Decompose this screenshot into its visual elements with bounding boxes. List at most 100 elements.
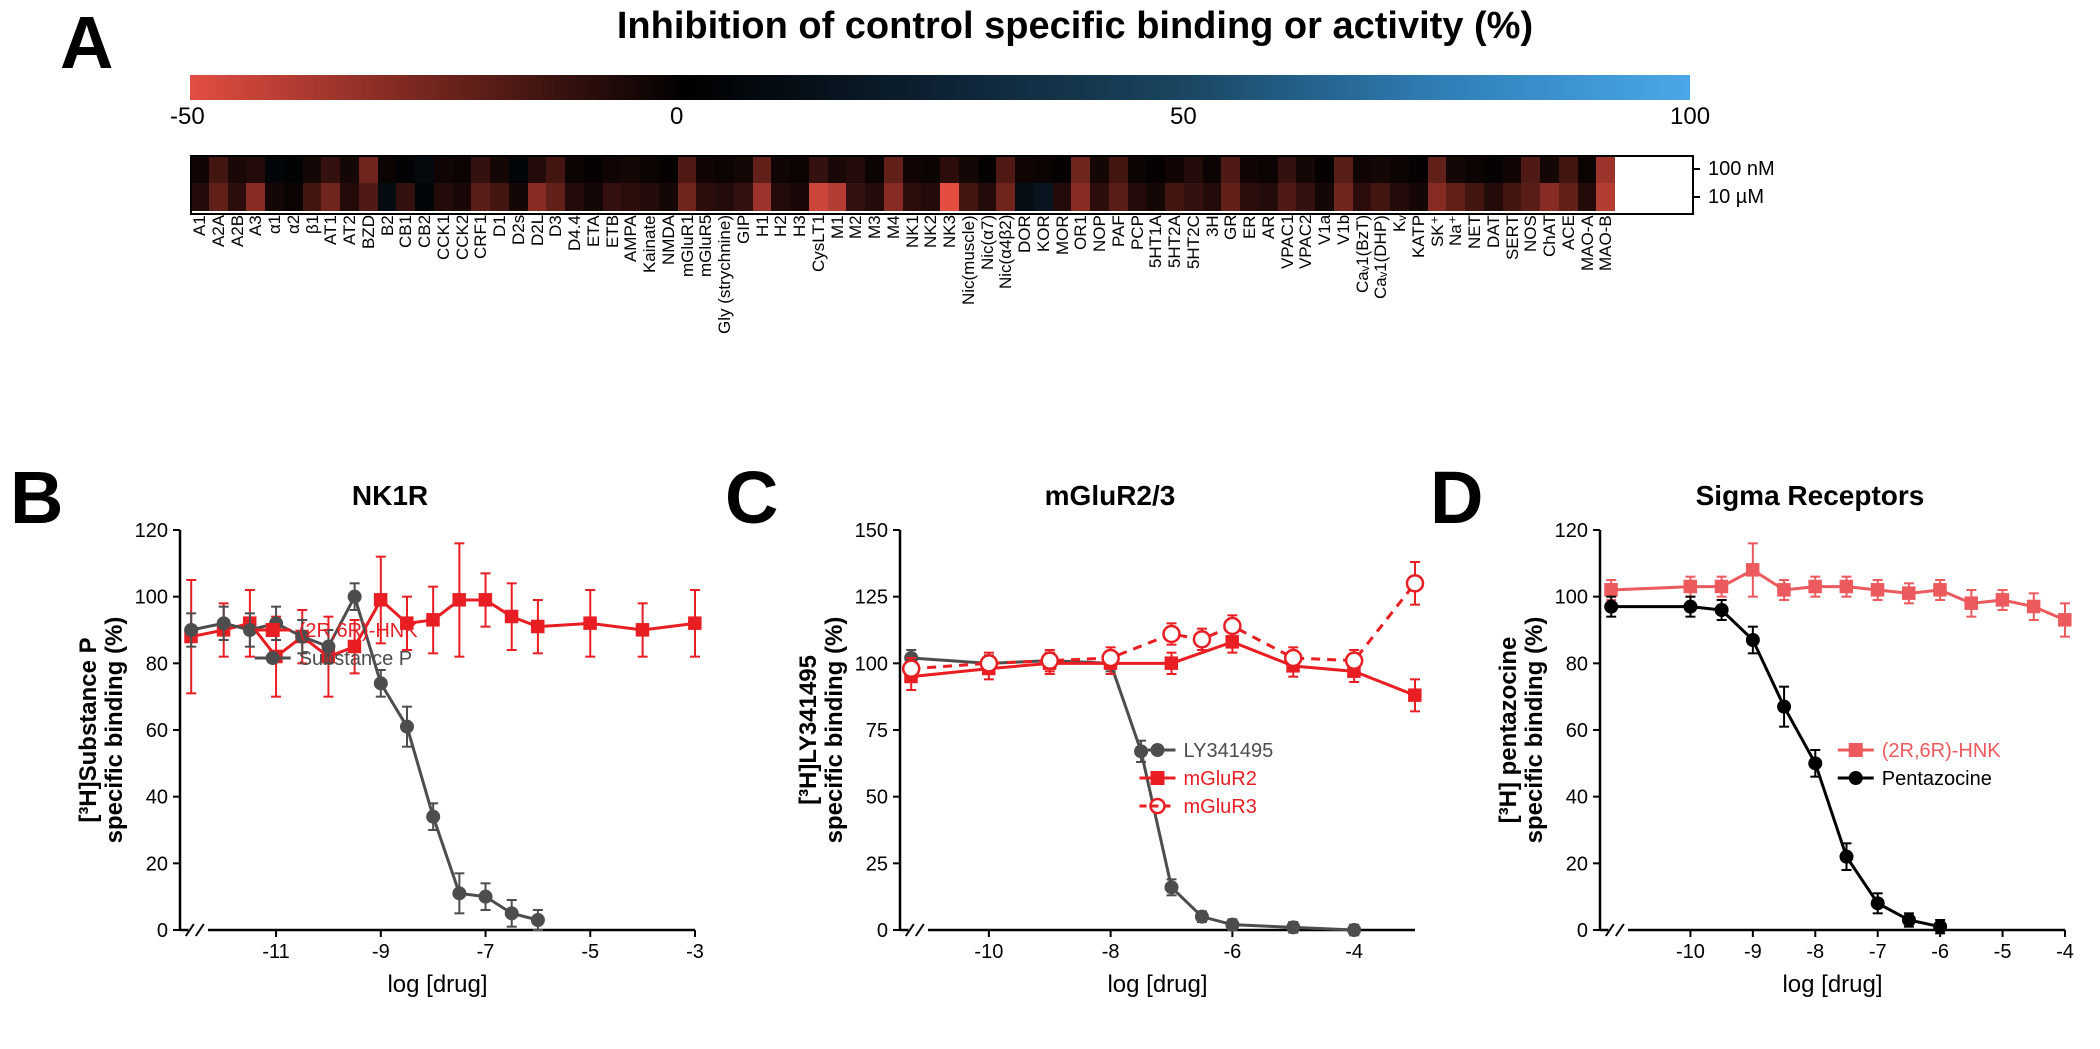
- heatmap-cell: [321, 155, 340, 183]
- heatmap-cell: [415, 183, 434, 211]
- svg-text:120: 120: [1555, 520, 1588, 542]
- heatmap-col-label: CRF1: [471, 215, 490, 338]
- svg-text:60: 60: [146, 720, 168, 742]
- heatmap-cell: [1015, 183, 1034, 211]
- svg-text:120: 120: [135, 520, 168, 542]
- heatmap-col-label: DAT: [1484, 215, 1503, 338]
- heatmap-cell: [921, 155, 940, 183]
- heatmap-col-label: M3: [865, 215, 884, 338]
- heatmap-col-label: 5HT2C: [1184, 215, 1203, 338]
- heatmap-cell: [528, 183, 547, 211]
- heatmap-grid: [190, 155, 1615, 211]
- heatmap-ylabels: 100 nM 10 µM: [1700, 155, 1775, 211]
- heatmap-cell: [865, 155, 884, 183]
- heatmap-cell: [978, 155, 997, 183]
- heatmap-cell: [1165, 155, 1184, 183]
- heatmap-cell: [1503, 183, 1522, 211]
- heatmap-cell: [696, 155, 715, 183]
- heatmap-col-label: PCP: [1128, 215, 1147, 338]
- heatmap-cell: [228, 183, 247, 211]
- heatmap-col-label: Kᵥ: [1390, 215, 1409, 338]
- heatmap-cell: [359, 183, 378, 211]
- heatmap-cell: [1146, 155, 1165, 183]
- heatmap-cell: [1203, 155, 1222, 183]
- heatmap-col-label: SERT: [1503, 215, 1522, 338]
- heatmap-col-label: VPAC1: [1278, 215, 1297, 338]
- heatmap-cell: [978, 183, 997, 211]
- svg-text:-3: -3: [686, 941, 704, 963]
- colorbar-tick: 100: [1670, 103, 1710, 131]
- heatmap-cell: [453, 155, 472, 183]
- heatmap-col-label: GIP: [734, 215, 753, 338]
- heatmap-cell: [678, 155, 697, 183]
- svg-text:0: 0: [877, 920, 888, 942]
- heatmap-col-label: CCK1: [434, 215, 453, 338]
- heatmap-cell: [603, 155, 622, 183]
- heatmap-cell: [828, 155, 847, 183]
- heatmap-cell: [1315, 183, 1334, 211]
- heatmap-col-label: M1: [828, 215, 847, 338]
- heatmap-cell: [1071, 183, 1090, 211]
- heatmap-cell: [1296, 183, 1315, 211]
- panel-label-b: B: [10, 455, 63, 540]
- heatmap-col-label: BZD: [359, 215, 378, 338]
- heatmap-cell: [1409, 183, 1428, 211]
- heatmap-cell: [1353, 155, 1372, 183]
- heatmap-col-label: Caᵥ1(DHP): [1371, 215, 1390, 338]
- heatmap-cell: [1128, 183, 1147, 211]
- heatmap-cell: [659, 155, 678, 183]
- heatmap-cell: [1278, 155, 1297, 183]
- heatmap-cell: [471, 183, 490, 211]
- heatmap-col-label: KOR: [1034, 215, 1053, 338]
- svg-text:25: 25: [866, 853, 888, 875]
- heatmap-col-label: Caᵥ1(BzT): [1353, 215, 1372, 338]
- heatmap-cell: [1446, 155, 1465, 183]
- heatmap-cell: [1165, 183, 1184, 211]
- heatmap-col-label: D3: [546, 215, 565, 338]
- svg-text:0: 0: [1577, 920, 1588, 942]
- svg-text:mGluR3: mGluR3: [1184, 796, 1257, 818]
- heatmap-col-label: AT2: [340, 215, 359, 338]
- figure-root: A B C D Inhibition of control specific b…: [0, 0, 2100, 1049]
- heatmap-cell: [865, 183, 884, 211]
- heatmap-cell: [753, 183, 772, 211]
- heatmap-cell: [284, 155, 303, 183]
- heatmap-col-label: α2: [284, 215, 303, 338]
- heatmap-cell: [828, 183, 847, 211]
- svg-text:specific binding (%): specific binding (%): [1521, 617, 1548, 844]
- heatmap-cell: [696, 183, 715, 211]
- heatmap-col-label: PAF: [1109, 215, 1128, 338]
- heatmap-cell: [471, 155, 490, 183]
- svg-text:-7: -7: [1869, 941, 1887, 963]
- heatmap-col-label: Kainate: [640, 215, 659, 338]
- heatmap-cell: [921, 183, 940, 211]
- heatmap-cell: [1390, 183, 1409, 211]
- heatmap-cell: [640, 183, 659, 211]
- heatmap-cell: [659, 183, 678, 211]
- heatmap-col-label: 5HT2A: [1165, 215, 1184, 338]
- heatmap-col-label: M2: [846, 215, 865, 338]
- heatmap-cell: [321, 183, 340, 211]
- heatmap-cell: [378, 155, 397, 183]
- heatmap-cell: [528, 155, 547, 183]
- svg-text:log [drug]: log [drug]: [1107, 971, 1207, 998]
- heatmap-col-label: ER: [1240, 215, 1259, 338]
- heatmap-col-label: NOP: [1090, 215, 1109, 338]
- heatmap-col-label: AR: [1259, 215, 1278, 338]
- heatmap-col-label: A3: [246, 215, 265, 338]
- heatmap-cell: [771, 183, 790, 211]
- heatmap-cell: [1596, 183, 1615, 211]
- heatmap-cell: [378, 183, 397, 211]
- heatmap-cell: [396, 183, 415, 211]
- heatmap-cell: [1559, 155, 1578, 183]
- heatmap-col-label: AT1: [321, 215, 340, 338]
- heatmap-cell: [1465, 183, 1484, 211]
- svg-text:-6: -6: [1931, 941, 1949, 963]
- heatmap-cell: [1484, 155, 1503, 183]
- heatmap-cell: [1090, 155, 1109, 183]
- heatmap-col-label: NK1: [903, 215, 922, 338]
- heatmap-cell: [1353, 183, 1372, 211]
- svg-text:-9: -9: [1744, 941, 1762, 963]
- svg-text:125: 125: [855, 587, 888, 609]
- panel-b: NK1R 020406080100120-11-9-7-5-3log [drug…: [70, 480, 710, 1000]
